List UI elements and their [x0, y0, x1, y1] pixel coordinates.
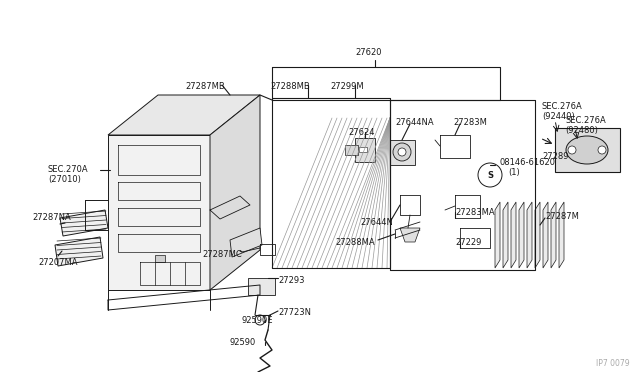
Text: S: S [487, 170, 493, 180]
Circle shape [598, 146, 606, 154]
Polygon shape [355, 138, 375, 162]
Circle shape [255, 315, 265, 325]
Circle shape [478, 163, 502, 187]
Text: SEC.276A: SEC.276A [565, 116, 605, 125]
Polygon shape [210, 95, 260, 290]
Polygon shape [390, 140, 415, 165]
Polygon shape [60, 210, 108, 236]
Polygon shape [535, 202, 540, 268]
Polygon shape [400, 228, 420, 242]
Text: SEC.276A: SEC.276A [542, 102, 583, 111]
Text: 27229: 27229 [455, 238, 481, 247]
Text: 92590E: 92590E [242, 316, 273, 325]
Text: 27287NA: 27287NA [32, 213, 71, 222]
Polygon shape [551, 202, 556, 268]
Polygon shape [527, 202, 532, 268]
Text: SEC.270A: SEC.270A [48, 165, 88, 174]
Text: 27283M: 27283M [453, 118, 487, 127]
Text: 27289: 27289 [542, 152, 568, 161]
Text: 27644N: 27644N [360, 218, 393, 227]
Circle shape [568, 146, 576, 154]
Text: 27299M: 27299M [330, 82, 364, 91]
Polygon shape [519, 202, 524, 268]
Polygon shape [511, 202, 516, 268]
Text: (92440): (92440) [542, 112, 575, 121]
Polygon shape [555, 128, 620, 172]
Text: (27010): (27010) [48, 175, 81, 184]
Ellipse shape [566, 136, 608, 164]
Text: 27287M: 27287M [545, 212, 579, 221]
Text: 27288MB: 27288MB [270, 82, 310, 91]
Text: 27287MC: 27287MC [202, 250, 242, 259]
Polygon shape [230, 228, 262, 257]
Polygon shape [108, 135, 210, 290]
Text: 27283MA: 27283MA [455, 208, 495, 217]
Text: 27287MB: 27287MB [185, 82, 225, 91]
Polygon shape [155, 255, 165, 262]
Text: 27293: 27293 [278, 276, 305, 285]
Polygon shape [345, 145, 358, 155]
Text: 27207MA: 27207MA [38, 258, 77, 267]
Polygon shape [559, 202, 564, 268]
Text: 27624: 27624 [348, 128, 374, 137]
Text: (92480): (92480) [565, 126, 598, 135]
Polygon shape [543, 202, 548, 268]
Text: 08146-61620: 08146-61620 [500, 158, 556, 167]
Text: 27644NA: 27644NA [395, 118, 434, 127]
Circle shape [398, 148, 406, 156]
Text: 27620: 27620 [355, 48, 381, 57]
Polygon shape [359, 147, 367, 152]
Polygon shape [55, 237, 103, 266]
Text: 27723N: 27723N [278, 308, 311, 317]
Text: 92590: 92590 [230, 338, 256, 347]
Polygon shape [503, 202, 508, 268]
Circle shape [393, 143, 411, 161]
Text: IP7 0079: IP7 0079 [596, 359, 630, 368]
Polygon shape [108, 95, 260, 135]
Text: (1): (1) [508, 168, 520, 177]
Polygon shape [248, 278, 275, 295]
Polygon shape [495, 202, 500, 268]
Text: 27288MA: 27288MA [335, 238, 374, 247]
